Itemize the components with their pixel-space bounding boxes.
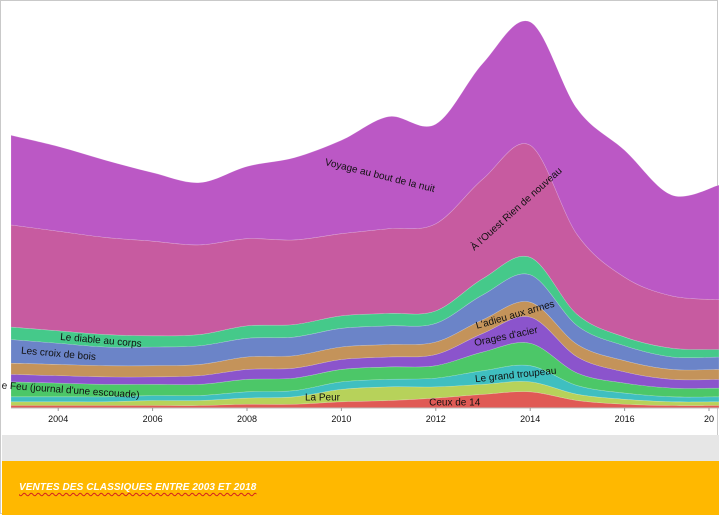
caption-bar: VENTES DES CLASSIQUES ENTRE 2003 ET 2018 [2, 461, 719, 515]
x-tick-label: 2004 [48, 414, 68, 424]
x-tick-label: 2006 [143, 414, 163, 424]
streamgraph-chart: Ceux de 14 La Peur Le grand troupeau Le Feu… [2, 2, 719, 435]
x-axis: 2004 2006 2008 2010 2012 2014 2016 20 [11, 407, 719, 424]
x-tick-label: 2014 [520, 414, 540, 424]
stream-layer-a-l-ouest-rien-de-nouveau [10, 143, 719, 350]
stream-layer-voyage-au-bout-de-la-nuit [10, 20, 719, 300]
series-label-la-peur: La Peur [305, 393, 341, 404]
x-tick-label: 2010 [331, 414, 351, 424]
x-tick-label: 2012 [426, 414, 446, 424]
chart-bottom-band [2, 435, 719, 461]
x-tick-label: 20 [704, 414, 714, 424]
series-label-ceux-de-14: Ceux de 14 [429, 397, 481, 408]
x-tick-label: 2016 [615, 414, 635, 424]
stream-layers [10, 20, 719, 409]
stream-layer-les-croix-de-bois [10, 273, 719, 371]
x-tick-label: 2008 [237, 414, 257, 424]
x-ticks: 2004 2006 2008 2010 2012 2014 2016 20 [48, 408, 714, 424]
chart-caption: VENTES DES CLASSIQUES ENTRE 2003 ET 2018 [19, 482, 257, 493]
